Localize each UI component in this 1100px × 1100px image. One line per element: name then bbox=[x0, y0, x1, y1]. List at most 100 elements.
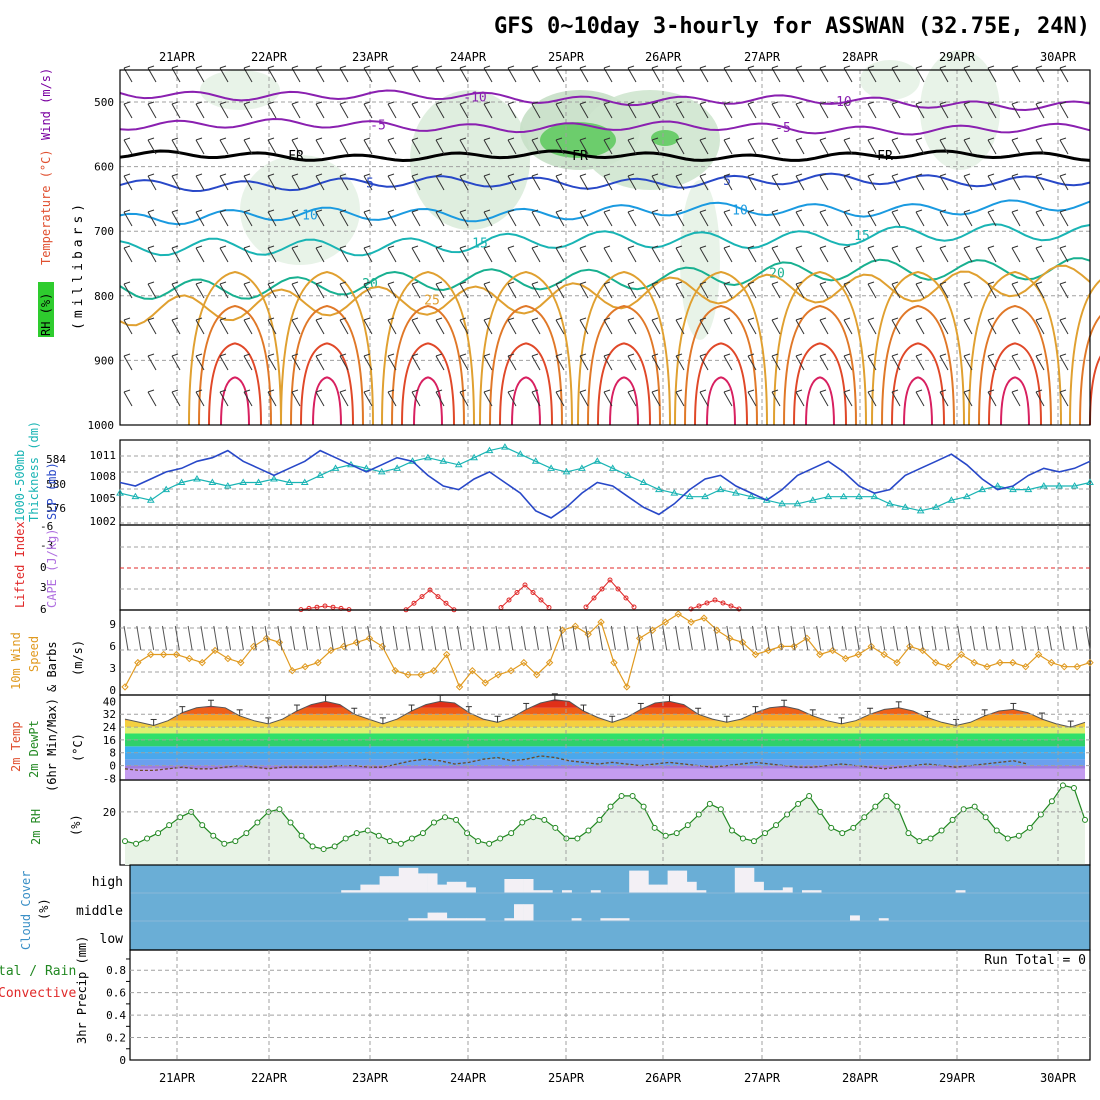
thickness-point bbox=[531, 457, 540, 464]
wind-barb-flag bbox=[315, 353, 323, 357]
wind-barb-flag bbox=[699, 101, 707, 105]
rh2m-point bbox=[894, 803, 901, 810]
rh2m-area bbox=[125, 785, 1085, 865]
moisture-shade bbox=[680, 180, 720, 340]
wind-barb bbox=[136, 625, 142, 651]
wind-barb bbox=[195, 319, 205, 335]
wind-barb bbox=[623, 625, 629, 651]
li-line bbox=[585, 579, 635, 608]
wind-barb-flag bbox=[891, 65, 899, 69]
wind-barb bbox=[195, 355, 205, 371]
cloud-high-cell bbox=[446, 881, 457, 893]
wind-barb-flag bbox=[531, 173, 539, 177]
wind-barb-flag bbox=[339, 281, 347, 285]
wind-barb bbox=[1008, 625, 1014, 651]
rh2m-point bbox=[618, 792, 625, 799]
wind-barb-flag bbox=[699, 65, 707, 69]
wind-speed-point bbox=[700, 614, 708, 622]
wind-barb bbox=[171, 283, 181, 299]
wind-barb-flag bbox=[1011, 173, 1019, 177]
wind-barb-flag bbox=[387, 245, 395, 249]
rh2m-point bbox=[795, 800, 802, 807]
wind-barb-flag bbox=[819, 353, 827, 357]
date-label-top: 28APR bbox=[842, 50, 879, 64]
temp-tick: 32 bbox=[103, 708, 116, 721]
wind-barb-flag bbox=[315, 389, 323, 393]
wind-barb bbox=[819, 391, 829, 407]
thickness-point bbox=[624, 471, 632, 478]
wind-barb-flag bbox=[723, 65, 731, 69]
wind-barb-flag bbox=[531, 389, 539, 393]
wind-barb bbox=[328, 625, 334, 651]
warm-isotherm-dome bbox=[1089, 355, 1100, 426]
thickness-point bbox=[701, 492, 709, 500]
wind-barb-flag bbox=[243, 65, 251, 69]
cloud-high-cell bbox=[427, 873, 438, 893]
isotherm-label: -10 bbox=[828, 95, 851, 110]
wind-barb-flag bbox=[267, 173, 275, 177]
wind-barb bbox=[939, 103, 949, 119]
wind-barb-flag bbox=[459, 137, 467, 141]
moisture-shade-high bbox=[651, 130, 679, 146]
wind-barb bbox=[507, 139, 517, 155]
li-point bbox=[704, 600, 710, 606]
wind-speed-point bbox=[494, 671, 502, 679]
thickness-point bbox=[947, 496, 956, 503]
wind10-label-1: 10m Wind bbox=[9, 632, 23, 690]
wind-barb-flag bbox=[339, 173, 347, 177]
wind-barb bbox=[431, 625, 437, 651]
wind-speed-point bbox=[468, 667, 477, 675]
wind-barb bbox=[555, 175, 565, 191]
wind-barb-flag bbox=[891, 137, 899, 141]
rh2m-point bbox=[773, 822, 780, 829]
wind-barb-flag bbox=[819, 389, 827, 393]
wind-barb bbox=[1011, 103, 1021, 119]
rh2m-point bbox=[728, 827, 735, 834]
wind-barb-flag bbox=[123, 317, 131, 321]
wind-barb-flag bbox=[579, 137, 587, 141]
wind-barb bbox=[243, 139, 253, 155]
wind-barb bbox=[495, 625, 501, 651]
rh2m-point bbox=[254, 819, 261, 826]
slp-tick: 1005 bbox=[90, 492, 117, 505]
wind-barb-flag bbox=[939, 389, 947, 393]
wind-barb bbox=[267, 103, 277, 119]
wind-barb bbox=[699, 211, 709, 227]
wind-speed-point bbox=[816, 650, 824, 659]
rh2m-point bbox=[276, 806, 283, 813]
wind-barb-flag bbox=[363, 209, 371, 213]
wind-barb-flag bbox=[1011, 245, 1019, 249]
wind-barb-flag bbox=[507, 101, 515, 105]
cloud-high-cell bbox=[514, 879, 524, 893]
thickness-point bbox=[639, 478, 648, 485]
thickness-point bbox=[778, 499, 786, 507]
wind-barb bbox=[699, 103, 709, 119]
rh2m-point bbox=[1037, 811, 1044, 818]
wind-speed-point bbox=[777, 642, 785, 651]
wind-barb-flag bbox=[267, 389, 275, 393]
isotherm-line bbox=[119, 223, 1091, 257]
moisture-shade bbox=[410, 90, 530, 230]
wind-barb-flag bbox=[963, 65, 971, 69]
wind-barb bbox=[603, 211, 613, 227]
wind-barb-flag bbox=[963, 209, 971, 213]
cloud-high-cell bbox=[955, 890, 966, 893]
wind-speed-point bbox=[1009, 658, 1017, 667]
wind-barb bbox=[699, 139, 709, 155]
thickness-point bbox=[962, 492, 971, 500]
wind-barb-flag bbox=[171, 173, 179, 177]
warm-isotherm-dome bbox=[300, 342, 354, 426]
wind-barb-flag bbox=[219, 65, 227, 69]
wind-barb-flag bbox=[315, 245, 323, 249]
wind-barb bbox=[843, 391, 853, 407]
wind-barb bbox=[610, 625, 616, 651]
wind-speed-point bbox=[211, 646, 219, 655]
wind-barb bbox=[507, 283, 517, 299]
rh2m-unit: (%) bbox=[69, 814, 83, 836]
run-total: Run Total = 0 bbox=[984, 953, 1086, 968]
wind-barb-flag bbox=[579, 173, 587, 177]
wind-speed-point bbox=[237, 658, 245, 667]
wind-barb bbox=[315, 211, 325, 227]
li-point bbox=[322, 603, 328, 609]
wind-barb bbox=[195, 247, 205, 263]
